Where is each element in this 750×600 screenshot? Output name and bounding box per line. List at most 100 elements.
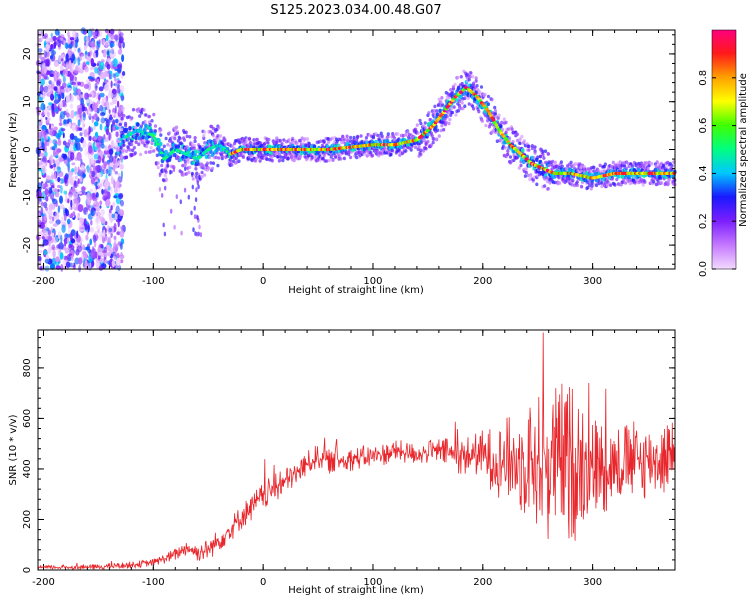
ridge-halo (223, 138, 227, 142)
ridge-band (521, 148, 525, 153)
ridge-halo (303, 137, 307, 141)
ridge-halo (493, 109, 498, 113)
noise-speckle (77, 169, 84, 177)
ridge-halo (504, 130, 508, 135)
colorbar-segment (712, 207, 736, 210)
ridge-halo (389, 152, 393, 157)
noise-speckle (111, 213, 116, 219)
noise-speckle (70, 254, 74, 262)
noise-speckle (77, 178, 80, 185)
y-tick-label: 200 (22, 510, 33, 529)
noise-speckle (116, 231, 121, 236)
ridge-halo (624, 166, 629, 171)
colorbar-segment (712, 161, 736, 164)
ridge-halo (127, 115, 131, 119)
ridge-halo (553, 160, 557, 165)
colorbar-segment (712, 167, 736, 170)
noise-speckle (46, 118, 50, 123)
noise-speckle (106, 34, 109, 41)
ridge-halo (530, 144, 535, 148)
ridge-halo (421, 149, 426, 153)
noise-speckle (72, 92, 78, 96)
noise-speckle (196, 215, 199, 221)
noise-speckle (53, 61, 59, 67)
noise-speckle (97, 145, 101, 153)
colorbar-segment (712, 30, 736, 33)
colorbar-segment (712, 233, 736, 236)
colorbar-segment (712, 149, 736, 152)
noise-speckle (98, 265, 104, 271)
noise-speckle (98, 251, 103, 256)
ridge-halo (586, 180, 590, 184)
ridge-halo (314, 155, 318, 159)
ridge-halo (522, 139, 527, 143)
noise-speckle (81, 244, 86, 251)
ridge-halo (349, 155, 353, 160)
colorbar-segment (712, 177, 736, 180)
ridge-band (141, 135, 145, 140)
ridge-halo (419, 152, 423, 157)
ridge-halo (279, 155, 283, 159)
colorbar-segment (712, 127, 736, 131)
noise-speckle (36, 42, 41, 47)
noise-speckle (55, 236, 58, 243)
x-tick-label: 0 (260, 276, 266, 287)
ridge-halo (461, 106, 465, 111)
noise-speckle (114, 251, 118, 259)
ridge-halo (259, 151, 263, 155)
ridge-halo (437, 134, 441, 138)
noise-speckle (67, 118, 70, 124)
noise-speckle (76, 151, 82, 161)
ridge-halo (488, 122, 492, 126)
ridge-halo (495, 139, 499, 143)
noise-speckle (38, 73, 41, 82)
ridge-halo (342, 137, 346, 142)
noise-speckle (50, 83, 54, 89)
noise-speckle (90, 157, 95, 164)
ridge-halo (560, 164, 564, 169)
ridge-halo (623, 164, 627, 168)
noise-speckle (95, 49, 99, 58)
spectrogram-xlabel: Height of straight line (km) (288, 285, 424, 296)
noise-speckle (69, 133, 75, 140)
noise-speckle (59, 195, 63, 204)
noise-speckle (117, 80, 122, 84)
ridge-halo (450, 106, 454, 111)
colorbar-segment (712, 213, 736, 216)
noise-speckle (42, 62, 46, 69)
ridge-halo (150, 119, 154, 123)
ridge-halo (480, 119, 484, 123)
noise-speckle (69, 144, 73, 153)
noise-speckle (70, 109, 75, 119)
ridge-band (124, 127, 129, 132)
ridge-halo (449, 88, 453, 92)
noise-speckle (55, 133, 60, 138)
x-tick-label: 100 (363, 276, 382, 287)
noise-speckle (73, 180, 78, 189)
noise-speckle (101, 100, 105, 107)
noise-speckle (108, 87, 113, 94)
ridge-halo (459, 75, 463, 79)
noise-speckle (100, 208, 105, 216)
ridge-core (157, 145, 161, 149)
ridge-halo (454, 113, 458, 117)
colorbar-segment (712, 71, 736, 75)
noise-speckle (71, 186, 76, 193)
x-tick-label: 200 (473, 577, 492, 588)
noise-speckle (60, 234, 63, 244)
ridge-halo (217, 156, 221, 160)
x-tick-label: -200 (32, 577, 55, 588)
ridge-halo (216, 163, 220, 168)
ridge-halo (220, 154, 224, 158)
ridge-halo (192, 146, 196, 150)
ridge-halo (278, 138, 282, 143)
noise-speckle (113, 195, 118, 199)
colorbar-segment (712, 157, 736, 160)
noise-speckle (79, 228, 85, 232)
noise-speckle (104, 169, 107, 174)
noise-speckle (50, 50, 57, 56)
ridge-halo (205, 161, 209, 165)
noise-speckle (114, 72, 120, 78)
ridge-halo (211, 134, 216, 138)
